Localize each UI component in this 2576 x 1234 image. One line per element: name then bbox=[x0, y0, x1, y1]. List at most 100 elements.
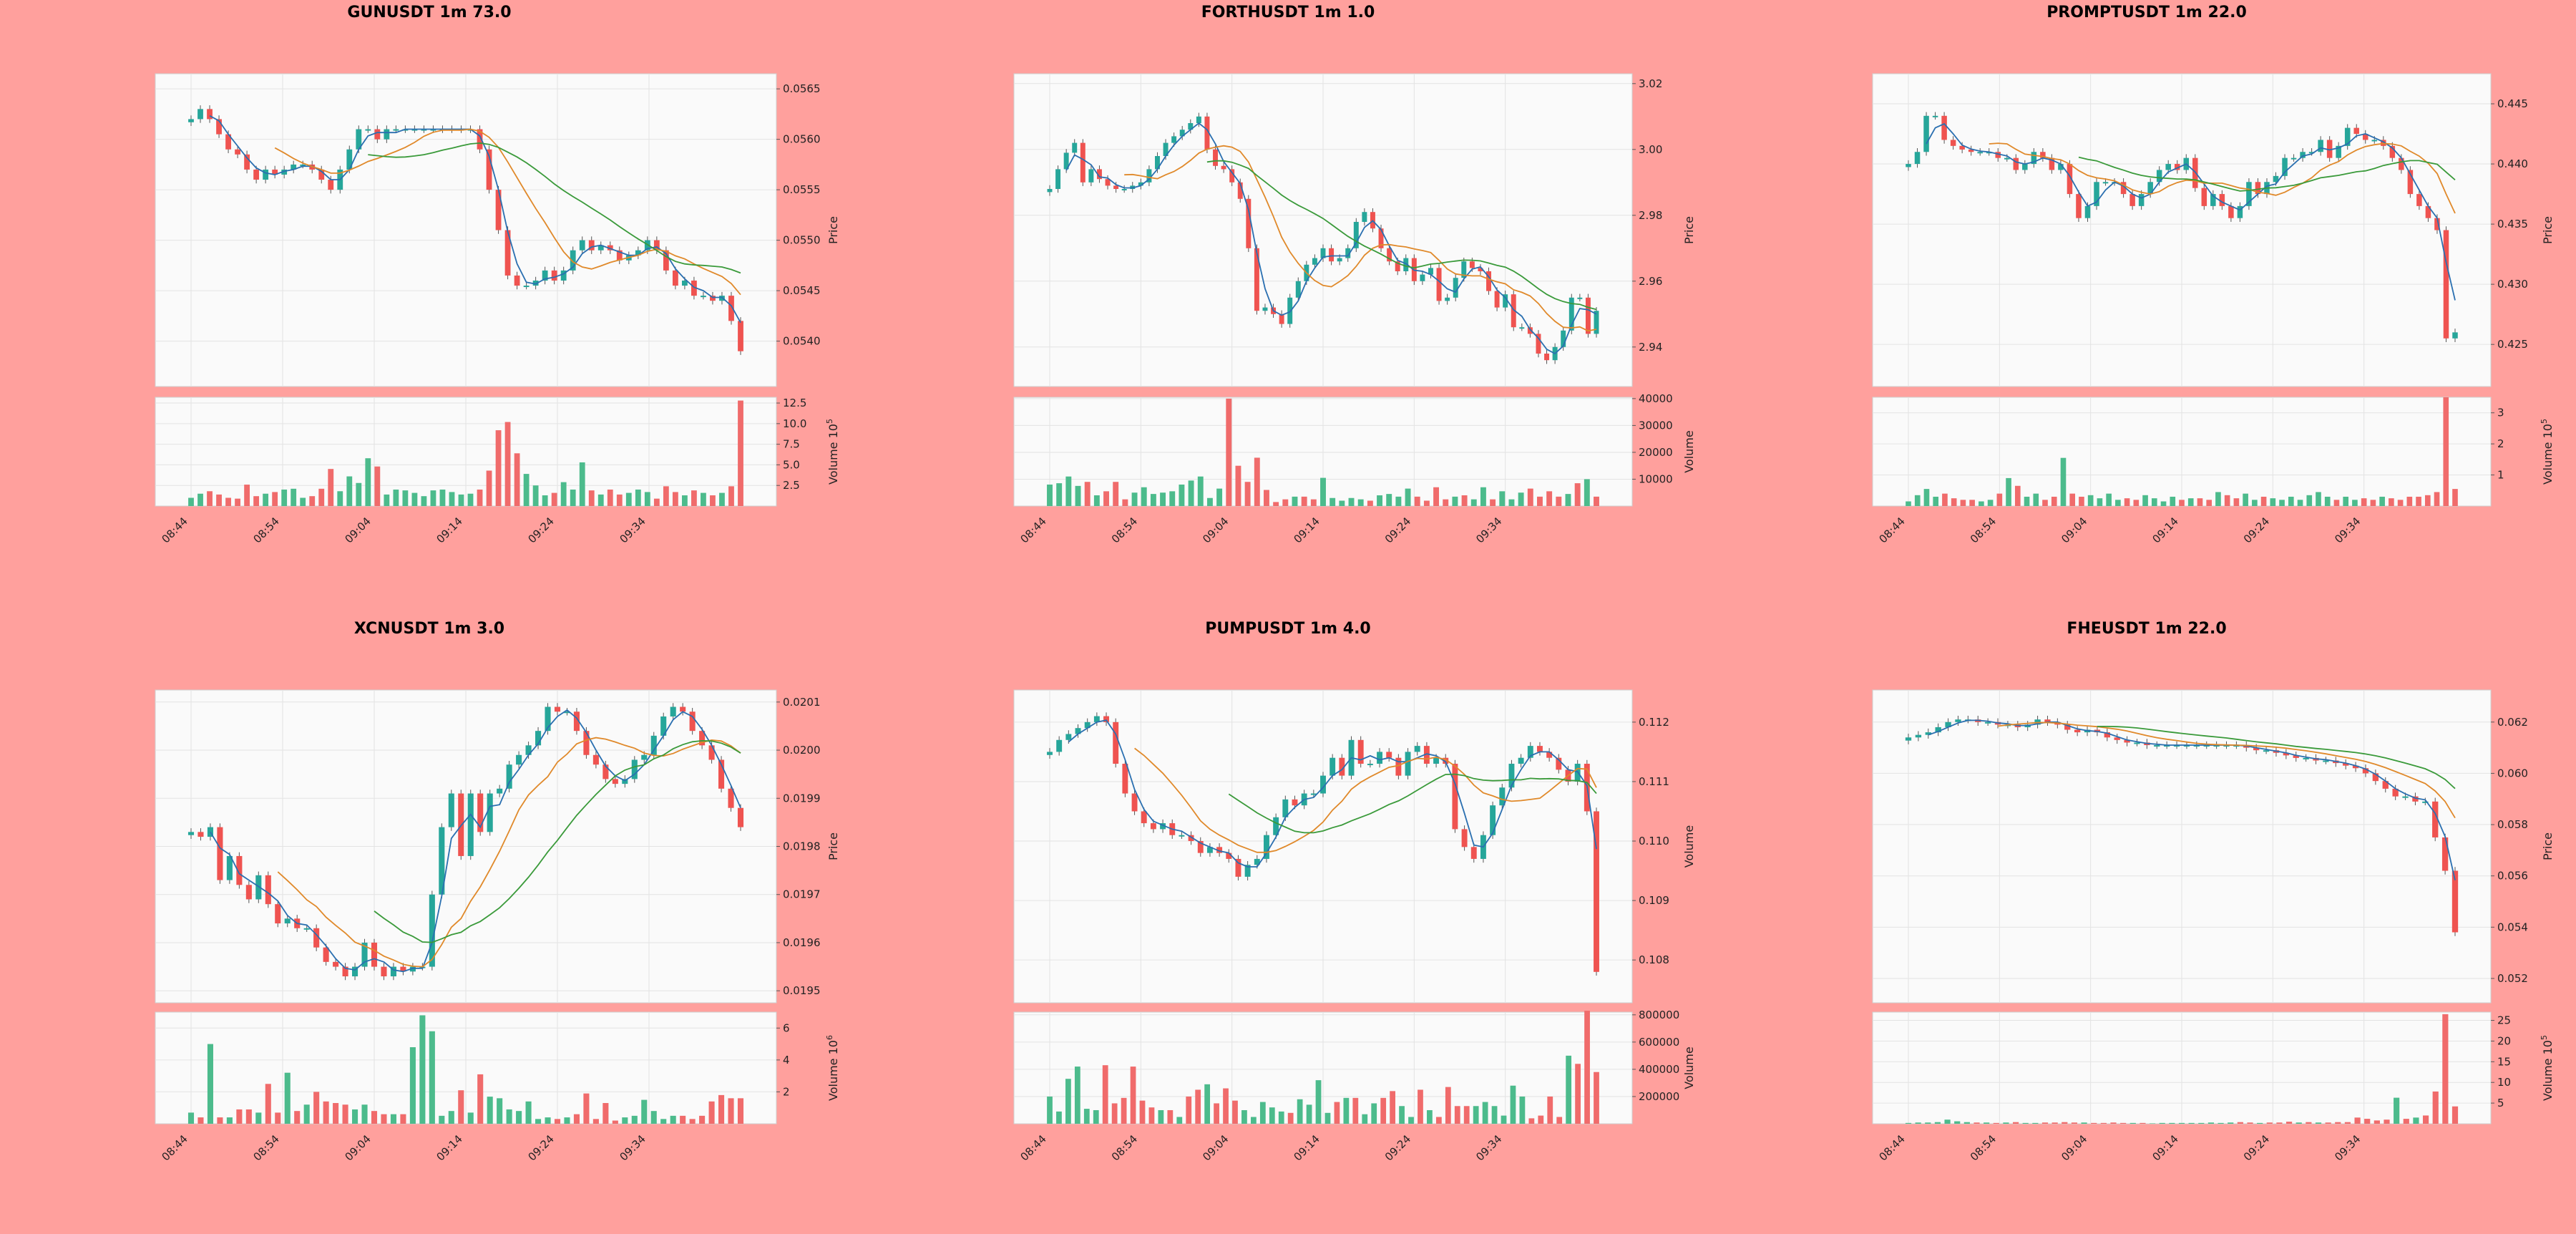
candle-body bbox=[1292, 799, 1298, 806]
volume-bar bbox=[2260, 496, 2267, 506]
candle-body bbox=[532, 280, 539, 286]
volume-bar bbox=[2228, 1122, 2234, 1124]
candle-body bbox=[1246, 198, 1252, 248]
candle-body bbox=[225, 134, 231, 150]
chart-title: PUMPUSDT 1m 4.0 bbox=[1205, 620, 1371, 638]
volume-bar bbox=[448, 1111, 454, 1124]
candle-body bbox=[430, 129, 436, 131]
volume-tick-label: 10 bbox=[2497, 1076, 2511, 1089]
candle-body bbox=[516, 754, 522, 765]
volume-bar bbox=[449, 492, 455, 506]
volume-bar bbox=[458, 494, 464, 506]
candle-body bbox=[2104, 732, 2110, 738]
volume-bar bbox=[1427, 1109, 1433, 1124]
volume-bar bbox=[2069, 493, 2076, 506]
volume-bar bbox=[2032, 1122, 2039, 1124]
volume-bar bbox=[1594, 496, 1599, 506]
volume-bar bbox=[1075, 485, 1081, 506]
volume-tick-label: 4 bbox=[783, 1054, 790, 1067]
time-tick-label: 09:04 bbox=[343, 515, 374, 545]
candle-body bbox=[2303, 757, 2309, 759]
price-tick-label: 0.0555 bbox=[783, 183, 821, 196]
volume-bar bbox=[1179, 484, 1185, 506]
volume-bar bbox=[1996, 493, 2003, 506]
volume-bar bbox=[1362, 1114, 1368, 1124]
volume-bar bbox=[1463, 1106, 1470, 1124]
time-tick-label: 09:04 bbox=[1200, 515, 1231, 545]
volume-bar bbox=[1169, 491, 1176, 506]
candle-body bbox=[1213, 149, 1218, 166]
candle-body bbox=[535, 731, 542, 746]
price-tick-label: 0.108 bbox=[1639, 953, 1669, 966]
volume-bar bbox=[2333, 500, 2340, 506]
candle-body bbox=[390, 966, 396, 977]
volume-bar bbox=[1584, 1011, 1590, 1124]
candle-body bbox=[1264, 835, 1269, 859]
volume-bar bbox=[1371, 1103, 1377, 1124]
volume-bar bbox=[2129, 1122, 2136, 1124]
volume-bar bbox=[738, 400, 743, 506]
time-tick-label: 09:24 bbox=[526, 1132, 557, 1163]
candle-body bbox=[1279, 314, 1284, 324]
candle-body bbox=[2389, 145, 2396, 158]
candle-body bbox=[691, 280, 697, 296]
volume-bar bbox=[1195, 1089, 1201, 1124]
candle-body bbox=[2013, 157, 2019, 170]
candle-body bbox=[1377, 752, 1382, 764]
candle-body bbox=[313, 928, 320, 948]
price-tick-label: 0.0196 bbox=[783, 936, 821, 949]
candle-body bbox=[235, 149, 240, 155]
volume-bar bbox=[554, 1119, 561, 1124]
candle-body bbox=[650, 735, 657, 755]
volume-bar bbox=[188, 497, 194, 506]
price-tick-label: 0.440 bbox=[2497, 157, 2528, 170]
volume-bar bbox=[1315, 1080, 1322, 1124]
candle-body bbox=[300, 164, 306, 166]
volume-bar bbox=[458, 1090, 464, 1124]
volume-tick-label: 10.0 bbox=[783, 417, 806, 430]
volume-bar bbox=[1408, 1117, 1414, 1124]
candle-body bbox=[411, 129, 418, 131]
moving-average-line bbox=[210, 709, 741, 973]
candle-body bbox=[2134, 742, 2140, 744]
time-tick-label: 09:14 bbox=[1292, 1132, 1322, 1163]
candle-body bbox=[1287, 297, 1293, 324]
candle-body bbox=[2425, 205, 2431, 218]
volume-bar bbox=[2252, 500, 2258, 506]
volume-bar bbox=[197, 1117, 204, 1124]
volume-bar bbox=[1216, 488, 1223, 506]
volume-bar bbox=[2170, 496, 2176, 506]
volume-bar bbox=[1306, 1104, 1312, 1124]
volume-bar bbox=[670, 1115, 676, 1124]
candle-body bbox=[1179, 130, 1185, 137]
time-tick-label: 09:24 bbox=[2241, 1132, 2272, 1163]
candle-body bbox=[641, 754, 648, 760]
volume-bar bbox=[532, 485, 539, 506]
candle-body bbox=[1229, 169, 1235, 183]
volume-bar bbox=[1954, 1121, 1961, 1124]
volume-bar bbox=[1566, 1055, 1572, 1124]
candle-body bbox=[1577, 297, 1583, 299]
volume-bar bbox=[516, 1111, 522, 1124]
time-tick-label: 08:44 bbox=[1877, 515, 1908, 545]
candle-body bbox=[672, 270, 678, 286]
volume-bar bbox=[2124, 498, 2130, 506]
volume-bar bbox=[1206, 497, 1213, 506]
candle-body bbox=[253, 169, 260, 180]
candle-body bbox=[708, 745, 715, 760]
price-axis-label: Price bbox=[2541, 832, 2555, 860]
moving-average-line bbox=[1989, 142, 2456, 214]
candle-body bbox=[1080, 142, 1085, 183]
volume-bar bbox=[691, 490, 697, 506]
volume-bar bbox=[1047, 484, 1053, 506]
candle-body bbox=[402, 129, 409, 131]
volume-tick-label: 800000 bbox=[1639, 1009, 1679, 1021]
volume-bar bbox=[2397, 500, 2404, 506]
candle-body bbox=[1206, 847, 1213, 853]
volume-bar bbox=[2159, 1122, 2165, 1124]
price-tick-label: 0.0199 bbox=[783, 792, 821, 805]
candle-body bbox=[1544, 354, 1550, 361]
candle-body bbox=[2004, 157, 2010, 160]
volume-bar bbox=[1594, 1072, 1599, 1124]
volume-bar bbox=[1113, 482, 1119, 506]
